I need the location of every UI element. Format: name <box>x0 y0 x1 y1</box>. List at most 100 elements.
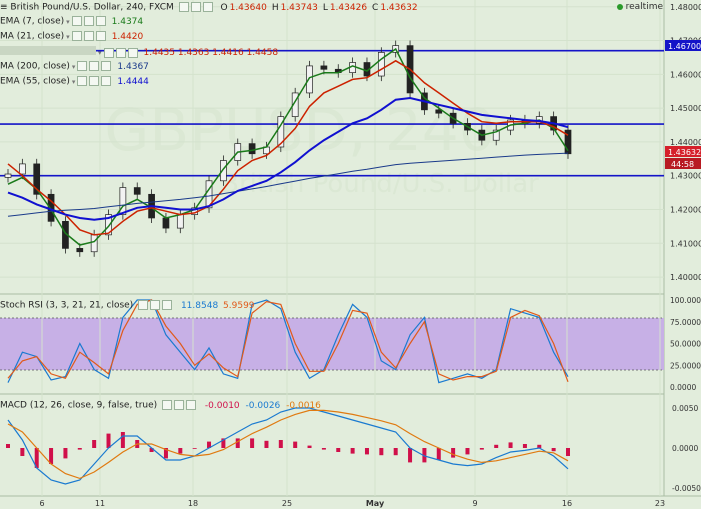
indicator-legend-row[interactable]: ▾ 1.4435 1.4363 1.4416 1.4458 <box>0 46 278 59</box>
indicator-label: EMA (7, close) <box>0 16 65 27</box>
stoch-line[interactable] <box>7 299 569 383</box>
macd-settings-icon[interactable] <box>174 400 185 410</box>
eye-icon[interactable] <box>103 47 114 58</box>
macd-tick-label: -0.0050 <box>672 484 701 493</box>
macd-histogram-bar <box>235 438 240 448</box>
candle-body[interactable] <box>133 187 141 195</box>
macd-eye-icon[interactable] <box>162 400 173 410</box>
indicator-line[interactable] <box>7 152 569 217</box>
macd-histogram-bar <box>336 448 341 452</box>
price-pane[interactable] <box>0 40 664 257</box>
stoch-k-value: 11.8548 <box>180 300 219 311</box>
candle-body[interactable] <box>90 234 98 253</box>
legend-eye-icon[interactable] <box>178 2 189 12</box>
macd-histogram-bar <box>221 438 226 448</box>
macd-histogram-bar <box>479 448 484 450</box>
indicator-legend-row[interactable]: EMA (7, close) ▾ 1.4374 <box>0 16 143 28</box>
candle-body[interactable] <box>248 143 256 155</box>
candle-body[interactable] <box>306 65 313 94</box>
close-icon[interactable] <box>127 47 138 58</box>
indicator-legend-row[interactable]: EMA (55, close) ▾ 1.4444 <box>0 76 149 88</box>
settings-icon[interactable] <box>83 16 94 26</box>
macd-pane[interactable] <box>6 407 570 485</box>
collapse-icon[interactable]: ≡ <box>0 2 8 13</box>
stoch-legend[interactable]: Stoch RSI (3, 3, 21, 21, close) 11.8548 … <box>0 300 255 312</box>
candle-body[interactable] <box>320 65 328 70</box>
time-tick-label: 11 <box>95 499 105 508</box>
chevron-down-icon[interactable]: ▾ <box>66 32 70 41</box>
indicator-legend-row[interactable]: MA (21, close) ▾ 1.4420 <box>0 31 143 43</box>
price-tick-label: 1.46000 <box>670 70 701 79</box>
candle-body[interactable] <box>33 163 41 195</box>
eye-icon[interactable] <box>71 16 82 26</box>
macd-histogram-bar <box>364 448 369 455</box>
macd-histogram-value: -0.0010 <box>204 400 240 411</box>
close-icon[interactable] <box>101 61 112 71</box>
candle-body[interactable] <box>105 214 112 236</box>
settings-icon[interactable] <box>115 47 126 58</box>
chevron-down-icon[interactable]: ▾ <box>71 62 76 71</box>
candle-body[interactable] <box>492 129 500 141</box>
settings-icon[interactable] <box>83 31 94 41</box>
ohlc-values: O 1.43640 H 1.43743 L 1.43426 C 1.43632 <box>216 3 418 13</box>
stoch-close-icon[interactable] <box>162 300 173 310</box>
candle-body[interactable] <box>291 92 299 117</box>
candle-body[interactable] <box>162 217 170 229</box>
symbol-legend[interactable]: ≡ British Pound/U.S. Dollar, 240, FXCM O… <box>0 2 418 14</box>
close-icon[interactable] <box>95 16 106 26</box>
legend-settings-icon[interactable] <box>190 2 201 12</box>
time-tick-label: May <box>366 499 385 508</box>
indicator-legend-row[interactable]: MA (200, close) ▾ 1.4367 <box>0 61 149 73</box>
chevron-down-icon[interactable]: ▾ <box>66 17 70 26</box>
chevron-down-icon[interactable]: ▾ <box>71 77 76 86</box>
candle-body[interactable] <box>220 160 227 182</box>
candle-body[interactable] <box>176 214 184 229</box>
macd-histogram-bar <box>307 445 312 448</box>
macd-label: MACD (12, 26, close, 9, false, true) <box>0 400 158 411</box>
indicator-label: MA (200, close) <box>0 61 70 72</box>
settings-icon[interactable] <box>89 76 100 86</box>
candle-body[interactable] <box>19 163 26 175</box>
ohlc-value-c: 1.43632 <box>380 2 418 13</box>
legend-close-icon[interactable] <box>202 2 213 12</box>
macd-histogram-bar <box>163 448 168 459</box>
indicator-value: 1.4420 <box>111 31 144 42</box>
candle-body[interactable] <box>564 129 572 155</box>
candle-body[interactable] <box>76 248 84 253</box>
ohlc-value-h: 1.43743 <box>280 2 318 13</box>
macd-tick-label: 0.0050 <box>672 404 698 413</box>
candle-body[interactable] <box>277 116 285 148</box>
time-tick-label: 23 <box>655 499 665 508</box>
time-tick-label: 16 <box>562 499 572 508</box>
ohlc-key-c: C <box>372 2 379 13</box>
candle-body[interactable] <box>4 173 12 178</box>
close-icon[interactable] <box>95 31 106 41</box>
eye-icon[interactable] <box>77 61 88 71</box>
settings-icon[interactable] <box>89 61 100 71</box>
macd-histogram-bar <box>264 440 269 448</box>
indicator-line[interactable] <box>7 96 569 221</box>
bar-countdown: 44:58 <box>671 160 694 169</box>
ohlc-value-l: 1.43426 <box>329 2 368 13</box>
chevron-down-icon[interactable]: ▾ <box>98 49 102 57</box>
macd-legend[interactable]: MACD (12, 26, close, 9, false, true) -0.… <box>0 400 321 412</box>
candle-body[interactable] <box>435 109 443 114</box>
macd-histogram-bar <box>120 432 125 448</box>
eye-icon[interactable] <box>77 76 88 86</box>
macd-line[interactable] <box>7 409 569 480</box>
macd-histogram-bar <box>350 448 355 454</box>
indicator-value: 1.4367 <box>117 61 149 72</box>
indicator-line[interactable] <box>7 59 569 236</box>
close-icon[interactable] <box>101 76 112 86</box>
candle-body[interactable] <box>119 187 127 215</box>
stoch-settings-icon[interactable] <box>150 300 161 310</box>
macd-line[interactable] <box>7 407 569 485</box>
stoch-eye-icon[interactable] <box>138 300 149 310</box>
macd-histogram-bar <box>436 448 441 460</box>
candle-body[interactable] <box>377 52 385 77</box>
stoch-rsi-pane[interactable] <box>7 299 569 384</box>
macd-close-icon[interactable] <box>186 400 197 410</box>
eye-icon[interactable] <box>71 31 82 41</box>
time-tick-label: 9 <box>472 499 477 508</box>
